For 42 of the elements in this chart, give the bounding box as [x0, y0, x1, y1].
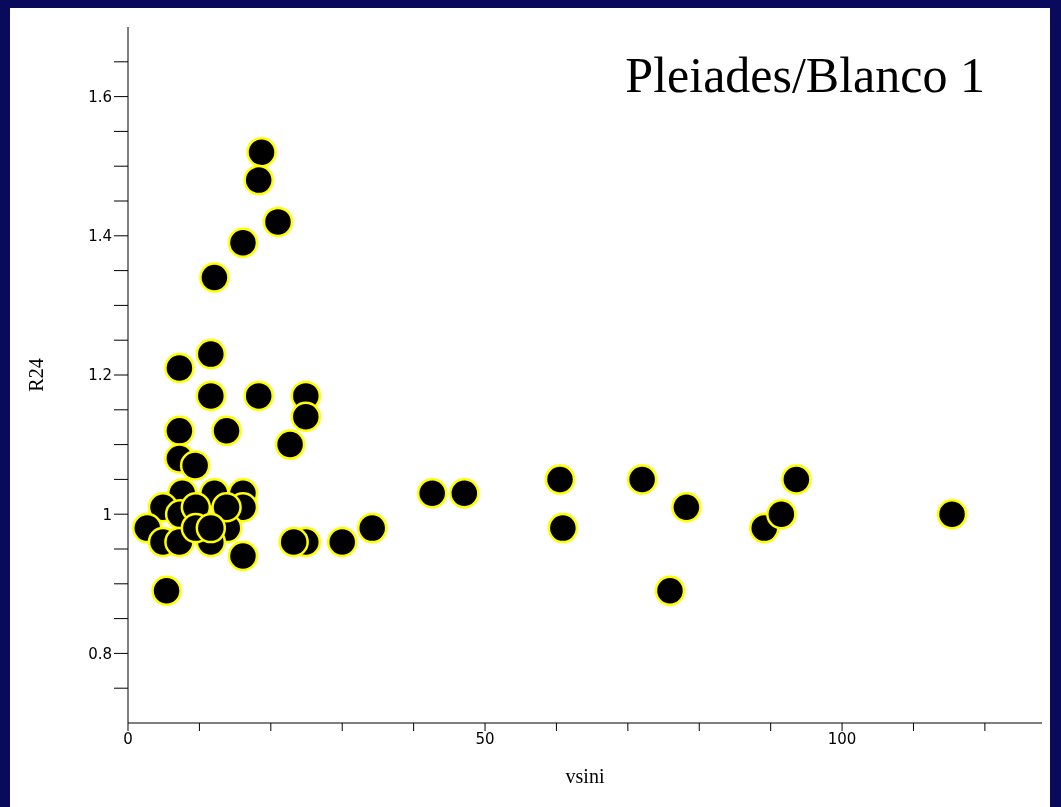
chart-title: Pleiades/Blanco 1 — [625, 47, 985, 103]
point — [195, 380, 227, 412]
point — [671, 491, 702, 523]
point — [262, 206, 294, 238]
point — [278, 526, 309, 558]
point — [164, 352, 195, 384]
point — [211, 491, 242, 523]
point — [195, 512, 227, 544]
y-tick-label: 1 — [102, 505, 112, 524]
point — [227, 540, 259, 572]
point — [326, 526, 358, 558]
point — [227, 227, 259, 259]
y-tick-label: 0.8 — [88, 644, 112, 663]
point — [243, 164, 274, 196]
point — [356, 512, 388, 544]
point — [766, 498, 797, 530]
point — [416, 478, 448, 509]
y-tick-label: 1.4 — [88, 227, 112, 246]
y-axis-title: R24 — [25, 358, 48, 392]
point — [164, 415, 195, 446]
point — [179, 450, 211, 481]
point — [199, 262, 230, 293]
point — [195, 338, 227, 370]
point — [274, 429, 306, 460]
point — [243, 380, 274, 412]
x-tick-label: 100 — [827, 729, 857, 748]
point — [211, 415, 242, 446]
point — [936, 498, 968, 530]
point — [626, 464, 658, 495]
y-tick-label: 1.6 — [88, 87, 112, 106]
x-tick-label: 0 — [123, 729, 133, 748]
x-tick-label: 50 — [475, 729, 495, 748]
y-tick-label: 1.2 — [88, 366, 112, 385]
point — [781, 464, 812, 495]
point — [544, 464, 576, 495]
point — [547, 512, 579, 544]
point — [449, 478, 480, 509]
point — [654, 575, 686, 607]
point — [151, 575, 182, 607]
point — [290, 401, 322, 433]
x-axis-title: vsini — [565, 765, 605, 787]
point — [246, 137, 277, 168]
